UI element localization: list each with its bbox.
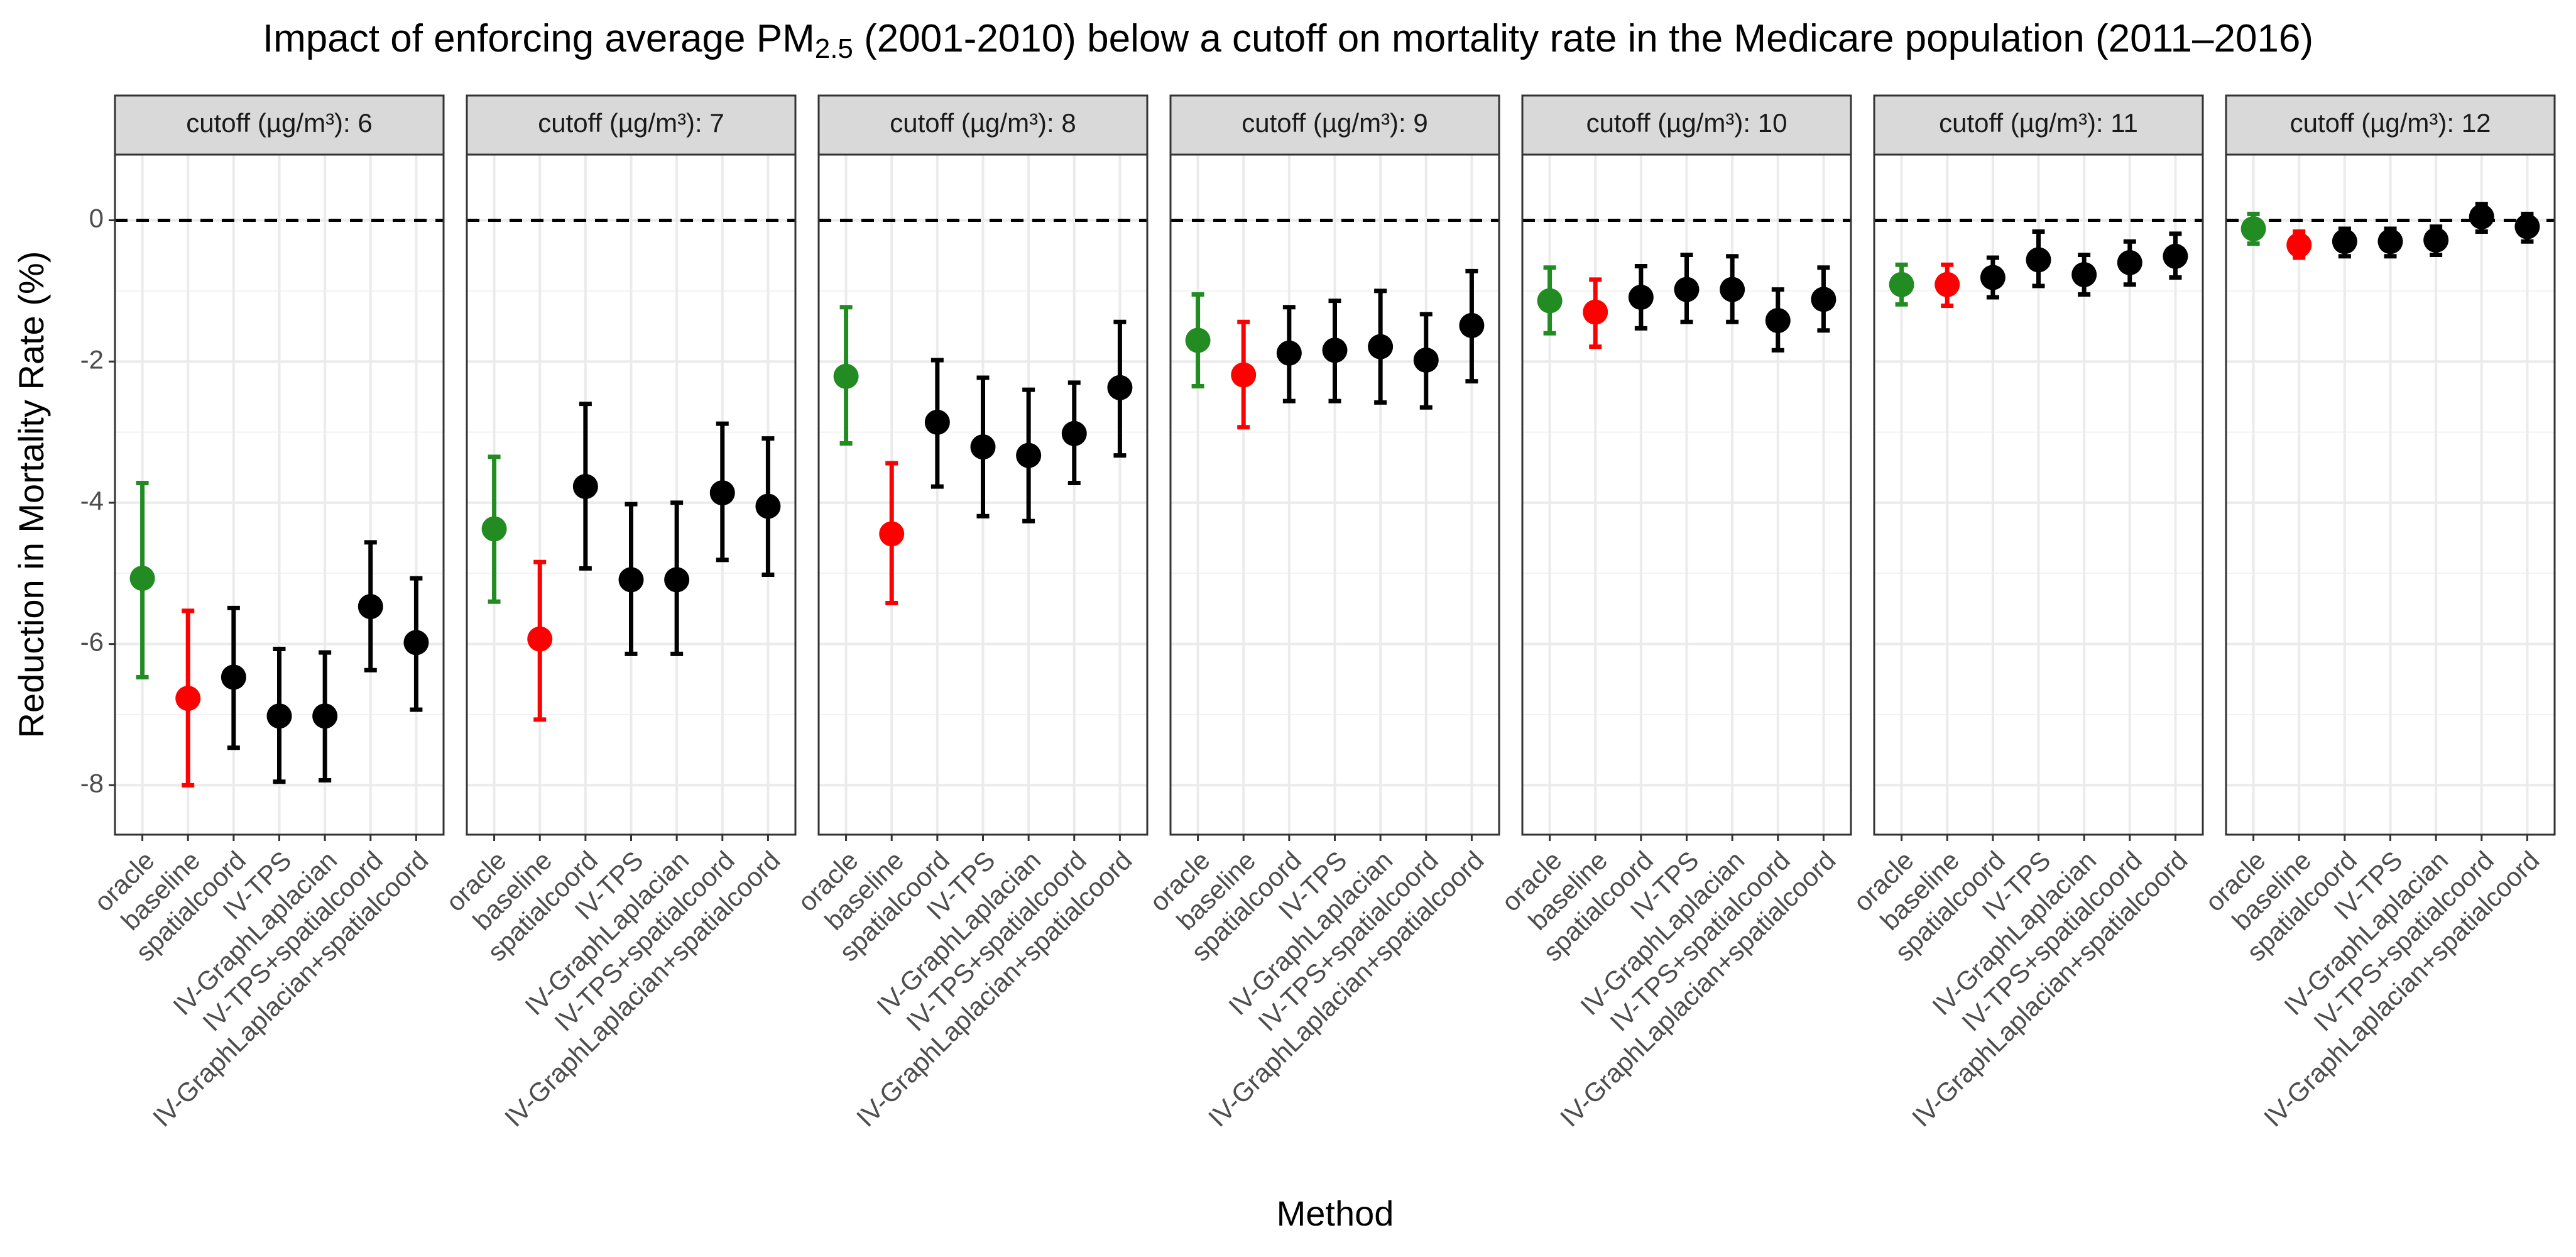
strip-label: cutoff (µg/m³): 9 <box>1242 108 1428 138</box>
point <box>312 703 338 729</box>
strip <box>114 94 445 156</box>
point <box>221 664 246 690</box>
strip <box>1521 94 1852 156</box>
strip <box>2225 94 2556 156</box>
point <box>403 630 429 656</box>
point <box>1231 362 1257 388</box>
y-tick-label: -4 <box>80 486 104 515</box>
point <box>2026 247 2051 273</box>
point <box>970 434 996 460</box>
point <box>2423 227 2449 253</box>
strip <box>466 94 797 156</box>
y-tick-label: 0 <box>89 204 104 233</box>
y-tick-label: -8 <box>80 768 104 798</box>
point <box>1322 338 1348 363</box>
point <box>2377 229 2403 255</box>
point <box>755 493 781 519</box>
point <box>1276 340 1302 366</box>
chart-title: Impact of enforcing average PM2.5 (2001-… <box>263 17 2313 63</box>
point <box>2071 262 2097 288</box>
point <box>1016 442 1042 468</box>
point <box>664 567 690 593</box>
point <box>1061 420 1087 446</box>
point <box>1935 272 1960 297</box>
strip-label: cutoff (µg/m³): 12 <box>2290 108 2491 138</box>
strip-label: cutoff (µg/m³): 6 <box>186 108 373 138</box>
point <box>1811 287 1836 312</box>
point <box>1889 272 1914 297</box>
point <box>357 594 383 620</box>
point <box>2117 250 2142 275</box>
title-part: Impact of enforcing average PM <box>263 17 815 60</box>
point <box>2240 216 2266 241</box>
point <box>2163 243 2188 269</box>
point <box>618 567 644 593</box>
point <box>2332 229 2357 255</box>
point <box>1674 277 1700 302</box>
title-part: (2001-2010) below a cutoff on mortality … <box>853 17 2313 60</box>
x-axis-label: Method <box>1277 1194 1394 1233</box>
point <box>481 516 507 542</box>
strip-label: cutoff (µg/m³): 8 <box>890 108 1076 138</box>
strip <box>1873 94 2204 156</box>
point <box>1720 277 1745 302</box>
point <box>2514 214 2540 239</box>
point <box>175 686 201 711</box>
point <box>1980 265 2006 290</box>
point <box>527 626 553 652</box>
y-tick-label: -2 <box>80 344 104 374</box>
point <box>2469 204 2494 229</box>
strip <box>1169 94 1500 156</box>
point <box>1185 327 1211 353</box>
point <box>1459 312 1485 338</box>
title-subscript: 2.5 <box>815 33 853 64</box>
point <box>1413 347 1439 373</box>
y-tick-label: -6 <box>80 627 104 657</box>
point <box>1628 284 1654 310</box>
point <box>129 566 155 591</box>
y-axis-label: Reduction in Mortality Rate (%) <box>11 251 51 738</box>
strip <box>817 94 1149 156</box>
strip-label: cutoff (µg/m³): 7 <box>538 108 724 138</box>
point <box>266 703 292 729</box>
point <box>572 474 598 500</box>
point <box>2286 232 2312 258</box>
point <box>1583 299 1608 325</box>
strip-label: cutoff (µg/m³): 11 <box>1939 108 2138 138</box>
point <box>1537 288 1563 314</box>
strip-label: cutoff (µg/m³): 10 <box>1586 108 1787 138</box>
point <box>1368 334 1394 360</box>
point <box>709 480 735 506</box>
point <box>1765 308 1791 334</box>
point <box>924 409 950 435</box>
point <box>833 363 859 389</box>
point <box>879 521 905 547</box>
point <box>1107 375 1133 400</box>
